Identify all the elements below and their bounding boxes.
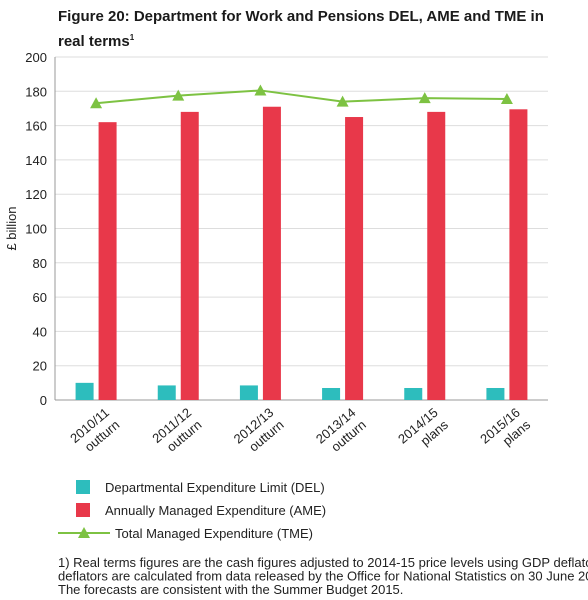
y-tick-label: 80 xyxy=(33,256,47,271)
bar xyxy=(75,382,94,400)
legend-label: Departmental Expenditure Limit (DEL) xyxy=(105,480,325,495)
x-tick-label: 2013/14outturn xyxy=(313,405,369,459)
x-tick-label: 2015/16plans xyxy=(477,404,533,458)
bar xyxy=(157,385,176,400)
y-tick-label: 0 xyxy=(40,393,47,408)
bar xyxy=(98,122,117,401)
footnote: deflators are calculated from data relea… xyxy=(58,569,588,584)
bar xyxy=(345,117,364,401)
y-tick-label: 120 xyxy=(25,187,47,202)
line-marker xyxy=(90,97,103,109)
line-marker xyxy=(500,93,513,105)
line xyxy=(95,89,507,105)
y-tick-label: 160 xyxy=(25,119,47,134)
x-tick-label: 2014/15plans xyxy=(395,404,451,458)
footnote: 1) Real terms figures are the cash figur… xyxy=(58,555,588,570)
line-marker xyxy=(336,95,349,107)
y-tick-label: 140 xyxy=(25,153,47,168)
bar xyxy=(262,106,281,401)
bar xyxy=(180,111,199,400)
bar xyxy=(509,109,528,401)
x-tick-label: 2012/13outturn xyxy=(231,405,287,459)
title-text: Figure 20: Department for Work and Pensi… xyxy=(58,8,544,50)
y-tick-label: 60 xyxy=(33,290,47,305)
bar xyxy=(486,387,505,400)
x-tick-label: 2010/11outturn xyxy=(67,405,122,458)
legend-swatch xyxy=(76,480,90,494)
y-axis-label: £ billion xyxy=(4,206,19,250)
y-tick-label: 40 xyxy=(33,324,47,339)
bar xyxy=(427,111,446,400)
line-marker xyxy=(172,89,185,101)
title-note: 1 xyxy=(129,33,135,42)
legend-label: Annually Managed Expenditure (AME) xyxy=(105,503,326,518)
line-marker xyxy=(254,84,267,96)
y-tick-label: 200 xyxy=(25,50,47,65)
x-tick-label: 2011/12outturn xyxy=(149,405,204,458)
bar xyxy=(404,387,423,400)
bar xyxy=(322,387,341,400)
y-tick-label: 20 xyxy=(33,359,47,374)
legend-label: Total Managed Expenditure (TME) xyxy=(115,526,313,541)
y-tick-label: 180 xyxy=(25,84,47,99)
chart-title: Figure 20: Department for Work and Pensi… xyxy=(58,6,573,52)
legend-swatch xyxy=(76,503,90,517)
y-tick-label: 100 xyxy=(25,222,47,237)
legend-marker xyxy=(78,527,90,538)
line-marker xyxy=(418,92,431,104)
footnote: The forecasts are consistent with the Su… xyxy=(58,582,403,597)
bar xyxy=(239,385,258,400)
